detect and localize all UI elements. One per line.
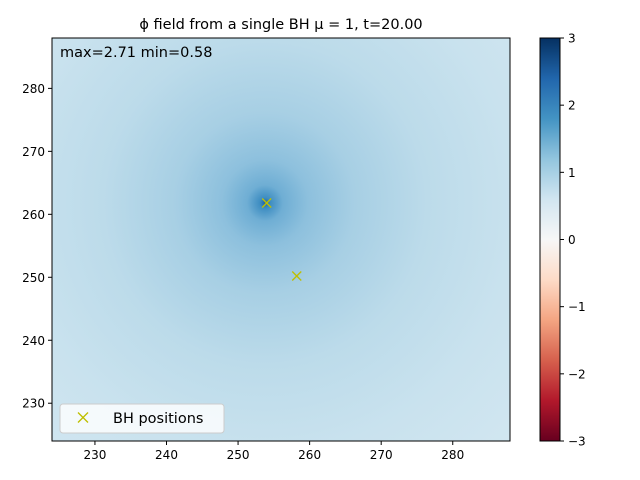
- colorbar-tick-label: 2: [568, 99, 576, 113]
- y-tick-label: 270: [22, 145, 45, 159]
- x-tick-label: 230: [83, 448, 106, 462]
- colorbar-gradient: [539, 37, 561, 442]
- colorbar-tick-label: −2: [568, 367, 586, 381]
- y-tick-label: 230: [22, 397, 45, 411]
- colorbar: 3 2 1 0 −1 −2 −3: [539, 32, 586, 449]
- y-tick-label: 250: [22, 271, 45, 285]
- colorbar-tick-label: −1: [568, 300, 586, 314]
- max-min-annotation: max=2.71 min=0.58: [60, 45, 212, 61]
- colorbar-tick-label: −3: [568, 435, 586, 449]
- y-tick-label: 260: [22, 208, 45, 222]
- colorbar-tick-label: 1: [568, 166, 576, 180]
- legend-label: BH positions: [113, 411, 203, 427]
- legend: BH positions: [59, 403, 225, 434]
- colorbar-tick-label: 3: [568, 32, 576, 46]
- x-tick-label: 270: [370, 448, 393, 462]
- bh-position-marker: [261, 198, 272, 208]
- y-tick-label: 240: [22, 334, 45, 348]
- x-axis: 230 240 250 260 270 280: [83, 441, 464, 462]
- legend-marker-x-icon: [77, 412, 89, 423]
- legend-box: [59, 403, 225, 434]
- plot-area: [51, 37, 511, 442]
- chart-title: ϕ field from a single BH μ = 1, t=20.00: [139, 17, 422, 33]
- x-tick-label: 250: [227, 448, 250, 462]
- x-tick-label: 240: [155, 448, 178, 462]
- bh-positions-series: [261, 198, 302, 281]
- y-tick-label: 280: [22, 82, 45, 96]
- bh-position-marker: [291, 271, 302, 281]
- colorbar-ticks: 3 2 1 0 −1 −2 −3: [560, 32, 586, 449]
- x-tick-label: 260: [298, 448, 321, 462]
- heatmap-field: [52, 38, 510, 441]
- colorbar-tick-label: 0: [568, 233, 576, 247]
- plot-frame: [51, 37, 511, 442]
- x-tick-label: 280: [441, 448, 464, 462]
- y-axis: 230 240 250 260 270 280: [22, 82, 52, 411]
